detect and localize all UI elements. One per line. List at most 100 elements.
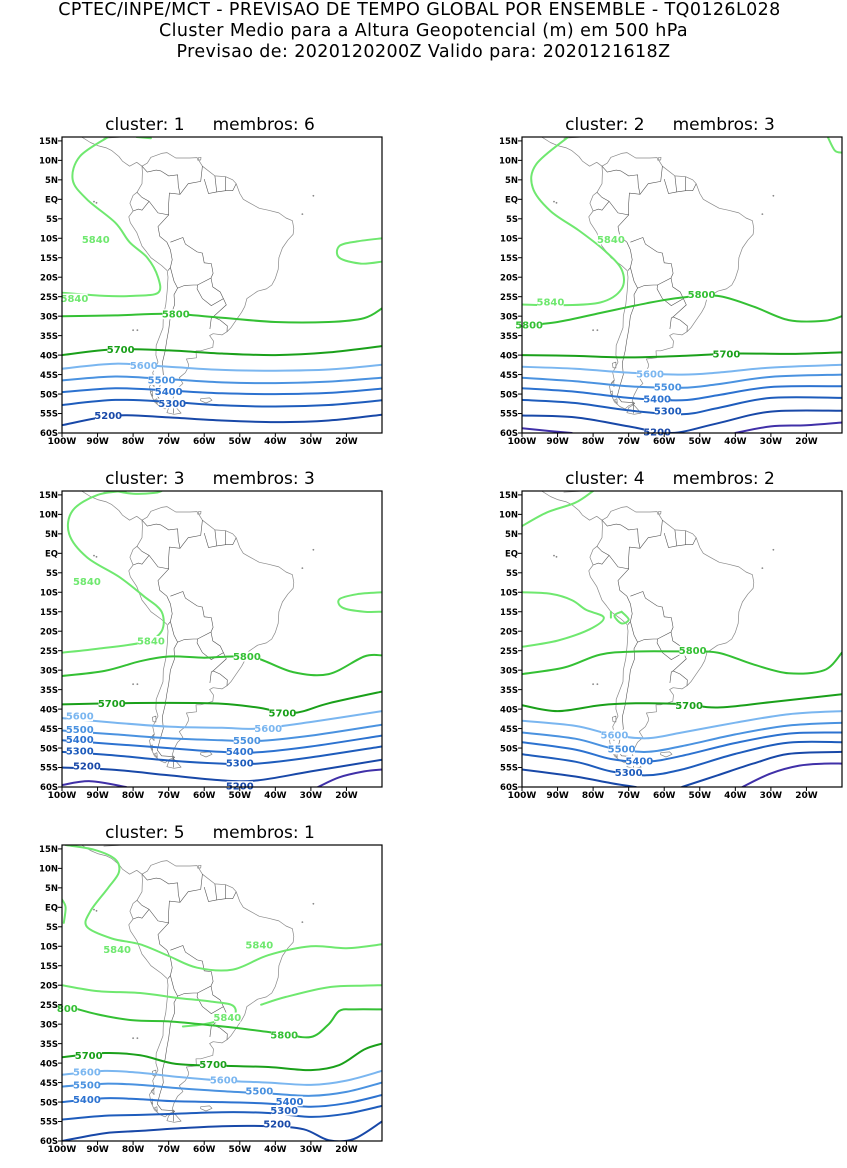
lat-tick-label: EQ bbox=[45, 550, 58, 560]
contour-label-backdrop bbox=[233, 651, 261, 662]
contour-5100 bbox=[62, 780, 127, 787]
contour-label-backdrop bbox=[210, 1074, 237, 1085]
island-dot bbox=[132, 683, 135, 686]
country-border bbox=[136, 165, 181, 216]
contour-5200 bbox=[681, 750, 842, 787]
lat-tick-label: 5S bbox=[506, 215, 518, 225]
contour-5400 bbox=[62, 387, 382, 396]
cluster-label: cluster: bbox=[565, 469, 629, 489]
country-border bbox=[132, 555, 150, 566]
contour-5300 bbox=[62, 398, 382, 408]
contour-label: 5600 bbox=[601, 730, 629, 741]
contour-label-backdrop bbox=[537, 297, 564, 308]
contour-label: 5840 bbox=[73, 577, 101, 588]
lat-tick-label: 25S bbox=[40, 1001, 58, 1011]
country-border bbox=[179, 874, 203, 903]
lat-tick-label: 25S bbox=[500, 293, 518, 303]
contour-label-backdrop bbox=[608, 744, 635, 755]
lat-tick-label: 55S bbox=[500, 764, 518, 774]
lat-tick-label: 5N bbox=[45, 176, 58, 186]
south-america-coastline bbox=[128, 506, 295, 764]
lat-tick-label: 50S bbox=[500, 744, 518, 754]
lat-tick-label: 10N bbox=[39, 157, 58, 167]
contour-label: 5500 bbox=[233, 736, 261, 747]
country-border bbox=[672, 298, 688, 332]
island-dot bbox=[312, 548, 315, 551]
cluster-number: 2 bbox=[633, 115, 645, 135]
lon-tick-label: 100W bbox=[48, 437, 77, 447]
country-border bbox=[209, 316, 214, 330]
country-border bbox=[171, 756, 174, 768]
contour-lines bbox=[522, 137, 842, 433]
contour-5800 bbox=[62, 1003, 382, 1039]
contour-label-backdrop bbox=[98, 698, 125, 709]
chile-islands-coastline bbox=[609, 390, 614, 397]
members-label: membros: bbox=[212, 115, 299, 135]
country-border bbox=[196, 277, 224, 306]
contour-label-backdrop bbox=[246, 940, 273, 951]
contour-label-backdrop bbox=[675, 700, 703, 711]
lat-tick-label: 35S bbox=[40, 1040, 58, 1050]
lon-tick-label: 50W bbox=[229, 437, 252, 447]
contour-label-backdrop bbox=[226, 758, 253, 769]
contour-label-backdrop bbox=[269, 708, 296, 718]
map-frame bbox=[61, 844, 383, 1142]
island-dot bbox=[592, 329, 595, 332]
contour-label-backdrop bbox=[130, 360, 157, 371]
members-count: 6 bbox=[304, 115, 315, 135]
country-border bbox=[617, 214, 633, 271]
header-title: CPTEC/INPE/MCT - PREVISAO DE TEMPO GLOBA… bbox=[58, 0, 781, 20]
lat-tick-label: 20S bbox=[500, 627, 518, 637]
contour-lines bbox=[522, 491, 842, 787]
contour-label-backdrop bbox=[226, 781, 253, 792]
contour-label-backdrop bbox=[66, 724, 93, 735]
contour-label: 5840 bbox=[61, 294, 89, 305]
lat-tick-label: 25S bbox=[40, 647, 58, 657]
contour-label: 5800 bbox=[233, 652, 261, 663]
central-america-coastline bbox=[81, 845, 143, 875]
cluster-label: cluster: bbox=[105, 823, 169, 843]
lon-tick-label: 20W bbox=[335, 791, 358, 801]
lon-tick-label: 90W bbox=[546, 791, 569, 801]
contour-label-backdrop bbox=[636, 368, 664, 379]
country-border bbox=[171, 1110, 174, 1122]
chile-islands-coastline bbox=[154, 1106, 158, 1112]
lon-tick-label: 30W bbox=[300, 791, 323, 801]
contour-5840 bbox=[64, 845, 382, 972]
lon-tick-label: 70W bbox=[157, 791, 180, 801]
cluster-panel-3: cluster: 3 membros: 3 5840 5840 5800 5700 570… bbox=[18, 468, 402, 814]
contour-5840 bbox=[826, 137, 842, 154]
lat-tick-label: 25S bbox=[40, 293, 58, 303]
contour-label: 5400 bbox=[226, 747, 254, 758]
lon-tick-label: 80W bbox=[122, 1145, 145, 1155]
country-border bbox=[136, 519, 181, 570]
contour-5840 bbox=[522, 137, 625, 307]
contour-lines bbox=[62, 845, 382, 1141]
lat-tick-label: 15N bbox=[39, 845, 58, 855]
lon-tick-label: 90W bbox=[86, 437, 109, 447]
contour-label: 5700 bbox=[199, 1060, 227, 1071]
chile-islands-coastline bbox=[611, 361, 617, 369]
central-america-coastline bbox=[541, 137, 603, 167]
island-dot bbox=[95, 909, 98, 912]
map-plot: 5840584058005800570056005500540053005200… bbox=[499, 136, 843, 447]
country-border bbox=[214, 529, 217, 546]
lat-tick-label: 35S bbox=[40, 332, 58, 342]
country-border bbox=[136, 873, 181, 924]
lat-tick-label: 45S bbox=[500, 725, 518, 735]
central-america-coastline bbox=[81, 491, 143, 521]
contour-label-backdrop bbox=[61, 293, 88, 304]
contour-5840 bbox=[62, 984, 237, 1028]
contour-label: 5300 bbox=[654, 407, 682, 418]
cluster-number: 3 bbox=[173, 469, 185, 489]
lon-tick-label: 20W bbox=[335, 1145, 358, 1155]
country-border bbox=[656, 277, 684, 306]
contour-label-backdrop bbox=[73, 1079, 101, 1090]
lat-tick-label: 10N bbox=[499, 157, 518, 167]
members-count: 1 bbox=[304, 823, 315, 843]
country-border bbox=[179, 166, 203, 195]
map-geography bbox=[81, 137, 315, 415]
cluster-panel-1: cluster: 1 membros: 6 5840 5840 5800 5700 560… bbox=[18, 114, 402, 460]
lat-tick-label: 20S bbox=[40, 627, 58, 637]
falklands-coastline bbox=[660, 751, 673, 758]
